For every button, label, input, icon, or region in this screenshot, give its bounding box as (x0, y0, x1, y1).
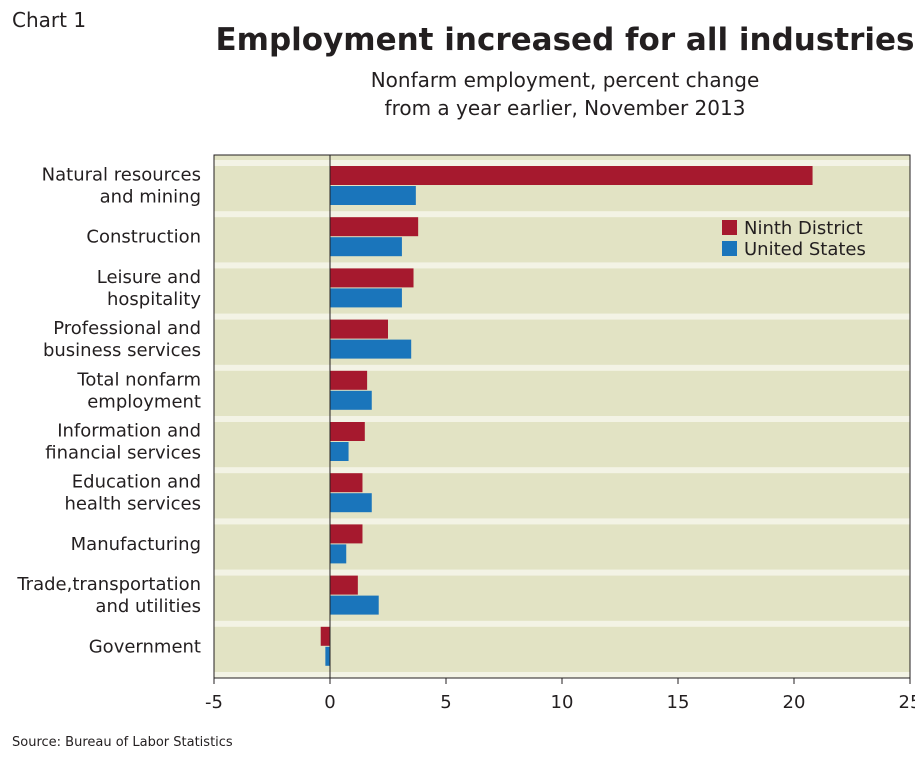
bar-united-states (330, 186, 416, 205)
category-label: Construction (86, 227, 201, 248)
legend-label-ninth-district: Ninth District (744, 218, 863, 239)
subtitle-line-1: Nonfarm employment, percent change (370, 68, 760, 92)
bar-ninth-district (330, 370, 368, 390)
bar-ninth-district (330, 524, 363, 544)
x-tick-label: 15 (667, 692, 690, 713)
band-separator (214, 518, 910, 525)
legend-swatch-ninth-district (722, 220, 737, 235)
bar-united-states (330, 595, 379, 615)
bar-united-states (330, 544, 347, 564)
bar-united-states (330, 237, 402, 257)
x-tick-label: 5 (440, 692, 451, 713)
bar-ninth-district (330, 422, 365, 441)
category-label: financial services (45, 443, 201, 464)
x-tick-label: 20 (783, 692, 806, 713)
x-tick-label: -5 (205, 692, 223, 713)
bar-united-states (330, 442, 349, 461)
band-separator (214, 262, 910, 269)
category-label: business services (43, 340, 201, 361)
band-separator (214, 672, 910, 678)
category-label: Manufacturing (71, 534, 201, 555)
bar-united-states (330, 493, 372, 513)
source-note: Source: Bureau of Labor Statistics (12, 735, 233, 750)
x-tick-label: 10 (551, 692, 574, 713)
bar-united-states (330, 288, 402, 308)
bar-ninth-district (330, 217, 419, 237)
chart-title: Employment increased for all industries (215, 22, 915, 58)
band-separator (214, 211, 910, 218)
category-label: Information and (57, 421, 201, 442)
band-separator (214, 569, 910, 576)
category-label: employment (87, 391, 201, 412)
bar-ninth-district (330, 268, 414, 288)
category-label: and utilities (95, 596, 201, 617)
band-separator (214, 467, 910, 474)
subtitle-line-2: from a year earlier, November 2013 (384, 96, 746, 120)
category-label: Natural resources (42, 165, 201, 186)
chart-subtitle: Nonfarm employment, percent change from … (215, 66, 915, 122)
bar-ninth-district (330, 166, 813, 185)
category-label: Leisure and (97, 267, 201, 288)
category-label: Education and (72, 472, 201, 493)
x-tick-label: 0 (324, 692, 335, 713)
band-separator (214, 313, 910, 320)
bar-ninth-district (330, 473, 363, 493)
category-label: health services (64, 494, 201, 515)
chart-number-label: Chart 1 (12, 8, 87, 32)
bar-united-states (330, 339, 412, 359)
category-label: Total nonfarm (76, 369, 201, 390)
category-label: and mining (100, 187, 201, 208)
bar-ninth-district (330, 319, 388, 339)
category-label: Trade,transportation (16, 574, 201, 595)
bar-united-states (325, 646, 330, 666)
band-separator (214, 160, 910, 166)
legend-swatch-united-states (722, 241, 737, 256)
band-separator (214, 364, 910, 371)
category-label: Government (89, 636, 201, 657)
band-separator (214, 416, 910, 422)
x-tick-label: 25 (899, 692, 915, 713)
category-label: hospitality (107, 289, 201, 310)
bar-ninth-district (320, 626, 330, 646)
bar-ninth-district (330, 575, 358, 595)
band-separator (214, 620, 910, 627)
bar-united-states (330, 390, 372, 410)
legend-label-united-states: United States (744, 239, 866, 260)
category-label: Professional and (53, 318, 201, 339)
